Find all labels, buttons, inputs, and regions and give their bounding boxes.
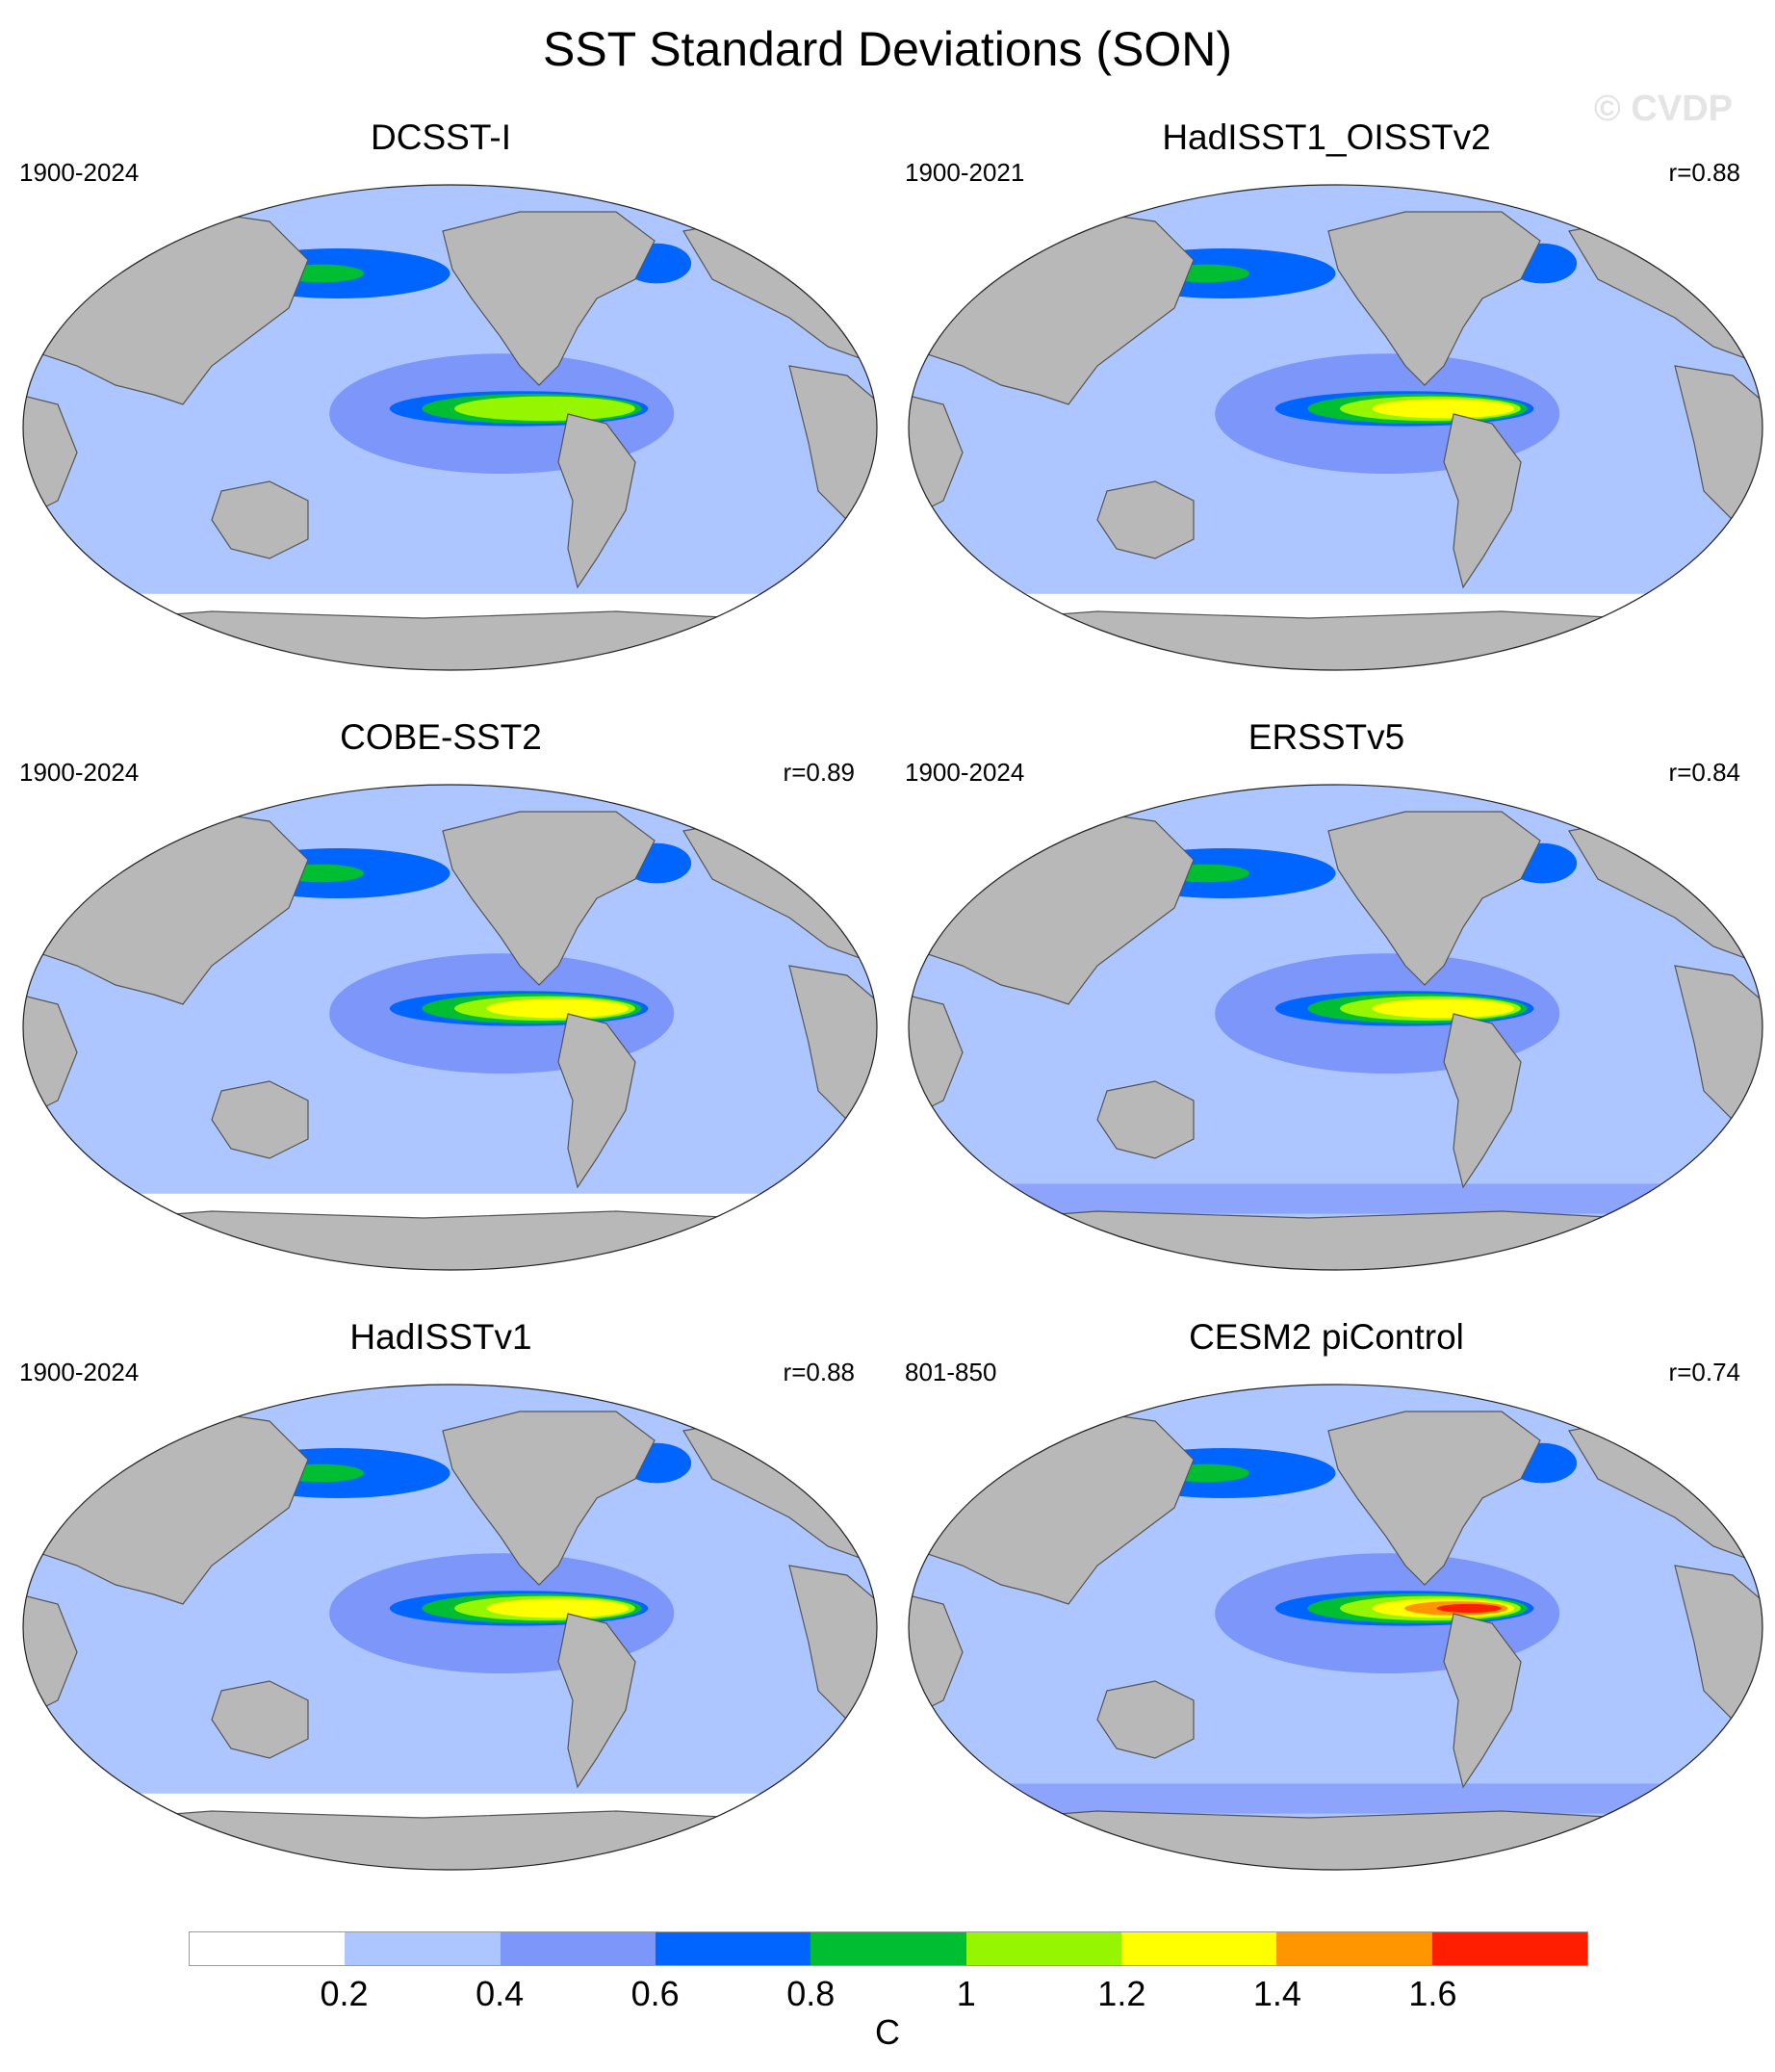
- colorbar-segment: [1120, 1932, 1277, 1965]
- map-outline: [908, 784, 1763, 1271]
- panel-title: DCSST-I: [371, 117, 511, 157]
- cvdp-watermark: © CVDP: [1593, 89, 1733, 129]
- world-map: [908, 784, 1763, 1271]
- land-mass: [23, 610, 877, 670]
- enso-tongue-level: [453, 396, 635, 422]
- map-panel: HadISST1_OISSTv2 1900-2021 r=0.88: [893, 117, 1763, 695]
- colorbar-tick-label: 1: [956, 1974, 976, 2013]
- land-mass: [1327, 211, 1541, 386]
- land-mass: [1327, 1411, 1541, 1586]
- panel-correlation: r=0.88: [1668, 158, 1740, 187]
- world-map: [22, 184, 878, 671]
- map-panel: CESM2 piControl 801-850 r=0.74: [893, 1317, 1763, 1895]
- enso-tongue-level: [1436, 1603, 1502, 1613]
- enso-tongue-level: [486, 1598, 630, 1619]
- colorbar-tick-label: 0.2: [320, 1974, 369, 2013]
- panel-title: HadISST1_OISSTv2: [1162, 117, 1491, 157]
- land-mass: [909, 1810, 1762, 1870]
- colorbar: [189, 1931, 1588, 1966]
- world-map: [908, 1384, 1763, 1871]
- panel-title: ERSSTv5: [1248, 717, 1405, 757]
- figure-title: SST Standard Deviations (SON): [542, 22, 1233, 76]
- panel-period: 801-850: [905, 1358, 997, 1386]
- panel-period: 1900-2024: [19, 1358, 140, 1386]
- colorbar-segment: [345, 1932, 501, 1965]
- colorbar-tick-label: 0.8: [786, 1974, 836, 2013]
- panel-correlation: r=0.88: [783, 1358, 855, 1386]
- colorbar-segment: [500, 1932, 656, 1965]
- colorbar-tick-label: 0.6: [630, 1974, 680, 2013]
- land-mass: [442, 811, 656, 986]
- map-panel: ERSSTv5 1900-2024 r=0.84: [893, 717, 1763, 1295]
- colorbar-segment: [965, 1932, 1121, 1965]
- enso-tongue-level: [1372, 399, 1515, 419]
- enso-tongue-level: [1372, 998, 1515, 1019]
- colorbar-ticks: 0.2 0.4 0.6 0.8 1 1.2 1.4 1.6: [189, 1974, 1588, 2013]
- map-panel: COBE-SST2 1900-2024 r=0.89: [8, 717, 878, 1295]
- colorbar-tick-label: 1.6: [1408, 1974, 1457, 2013]
- land-mass: [1327, 811, 1541, 986]
- colorbar-segment: [190, 1932, 346, 1965]
- land-mass: [442, 211, 656, 386]
- land-mass: [557, 413, 636, 589]
- map-outline: [908, 184, 1763, 671]
- land-mass: [211, 1680, 309, 1759]
- map-outline: [22, 1384, 878, 1871]
- panel-title: COBE-SST2: [340, 717, 542, 757]
- map-panel: HadISSTv1 1900-2024 r=0.88: [8, 1317, 878, 1895]
- world-map: [22, 1384, 878, 1871]
- colorbar-tick-label: 1.2: [1097, 1974, 1146, 2013]
- land-mass: [909, 1210, 1762, 1270]
- land-mass: [1443, 413, 1522, 589]
- land-mass: [557, 1613, 636, 1789]
- colorbar-tick-label: 0.4: [476, 1974, 525, 2013]
- panel-correlation: r=0.89: [783, 758, 855, 787]
- land-mass: [557, 1013, 636, 1189]
- land-mass: [1096, 1080, 1195, 1159]
- panel-period: 1900-2024: [905, 758, 1025, 787]
- world-map: [908, 184, 1763, 671]
- land-mass: [1443, 1613, 1522, 1789]
- land-mass: [211, 480, 309, 559]
- colorbar-unit: C: [875, 2012, 900, 2052]
- land-mass: [211, 1080, 309, 1159]
- map-outline: [22, 784, 878, 1271]
- land-mass: [1443, 1013, 1522, 1189]
- colorbar-segment: [1431, 1932, 1587, 1965]
- colorbar-segment: [810, 1932, 966, 1965]
- land-mass: [23, 1210, 877, 1270]
- map-outline: [908, 1384, 1763, 1871]
- colorbar-tick-label: 1.4: [1252, 1974, 1301, 2013]
- land-mass: [1096, 480, 1195, 559]
- enso-tongue-level: [486, 998, 630, 1019]
- panel-period: 1900-2024: [19, 758, 140, 787]
- map-outline: [22, 184, 878, 671]
- land-mass: [23, 1810, 877, 1870]
- panel-correlation: r=0.74: [1668, 1358, 1740, 1386]
- land-mass: [909, 610, 1762, 670]
- colorbar-segment: [655, 1932, 811, 1965]
- panel-correlation: r=0.84: [1668, 758, 1740, 787]
- panel-title: HadISSTv1: [349, 1317, 532, 1357]
- panel-period: 1900-2024: [19, 158, 140, 187]
- land-mass: [442, 1411, 656, 1586]
- land-mass: [1096, 1680, 1195, 1759]
- world-map: [22, 784, 878, 1271]
- panel-title: CESM2 piControl: [1189, 1317, 1464, 1357]
- panel-period: 1900-2021: [905, 158, 1025, 187]
- colorbar-segment: [1276, 1932, 1432, 1965]
- map-panel: DCSST-I 1900-2024: [8, 117, 878, 695]
